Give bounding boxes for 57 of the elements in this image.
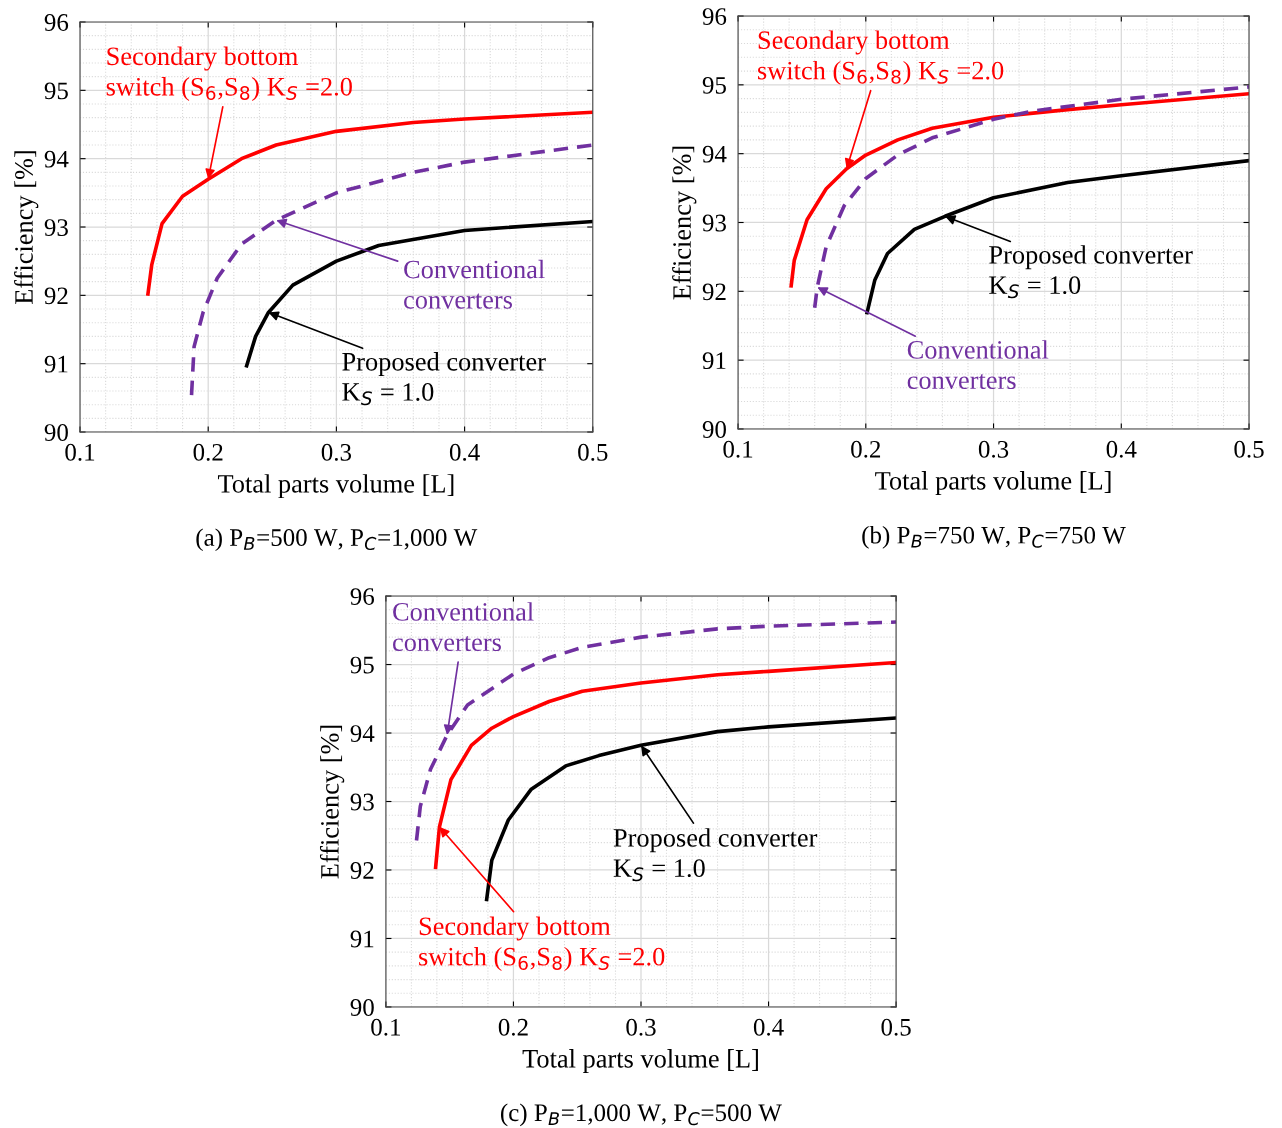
text: (a) P$_{B}$=500 W, P$_{C}$=1,000 W [196,528,478,552]
x-axis-title: Total parts volume [L] [875,471,1111,496]
y-tick-label: 94 [702,145,727,163]
y-tick-label: 91 [350,930,374,948]
x-tick-label: 0.3 [978,440,1009,458]
x-axis-title: Total parts volume [L] [217,474,454,499]
x-tick-label: 0.1 [371,1018,401,1036]
x-tick-label: 0.5 [578,443,608,461]
x-tick-label: 0.2 [498,1018,528,1036]
text: (b) P$_{B}$=750 W, P$_{C}$=750 W [862,526,1126,549]
y-tick-label: 91 [44,355,68,373]
x-tick-label: 0.3 [321,443,352,461]
line-series [812,85,1250,310]
line-series [484,716,897,902]
annotation: Secondary bottom switch (S$_{6}$,S$_{8}$) K$_{S}$ =2.0 [419,916,665,971]
x-tick-label: 0.4 [753,1018,784,1036]
annotation: Secondary bottom switch (S$_{6}$,S$_{8}$) K$_{S}$ =2.0 [106,46,352,101]
annotation: Conventional converters [393,602,534,652]
annotation: Proposed converter K$_{S}$ = 1.0 [989,245,1193,299]
y-tick-label: 92 [350,862,374,879]
y-tick-label: 93 [44,219,68,236]
y-tick-label: 95 [350,656,374,674]
x-axis-title: Total parts volume [L] [522,1049,758,1074]
x-tick-label: 0.2 [193,443,223,461]
x-tick-label: 0.4 [449,443,480,461]
y-axis-title: Efficiency [%] [672,146,697,300]
x-tick-label: 0.2 [851,440,881,458]
line-series [865,158,1250,315]
x-tick-label: 0.5 [1234,440,1264,458]
y-tick-label: 92 [44,287,68,305]
x-tick-label: 0.3 [626,1018,656,1036]
y-tick-label: 93 [350,793,374,811]
annotation: Conventional converters [404,259,545,309]
y-tick-label: 95 [44,82,68,100]
x-tick-label: 0.5 [881,1018,911,1036]
y-axis-title: Efficiency [%] [319,725,345,879]
y-tick-label: 92 [702,283,726,301]
y-tick-label: 93 [702,214,726,232]
x-tick-label: 0.1 [723,440,753,458]
annotation: Conventional converters [907,340,1049,390]
y-tick-label: 90 [702,421,726,438]
y-tick-label: 94 [350,725,375,742]
y-tick-label: 96 [350,588,375,605]
y-tick-label: 95 [702,76,726,94]
x-tick-label: 0.4 [1106,440,1137,458]
y-tick-label: 90 [350,999,374,1016]
annotation: Proposed converter K$_{S}$ = 1.0 [613,828,818,882]
x-tick-label: 0.1 [65,443,95,461]
y-tick-label: 94 [44,150,69,168]
annotation: Proposed converter K$_{S}$ = 1.0 [342,352,546,406]
y-tick-label: 96 [702,8,727,25]
y-tick-label: 90 [44,424,68,441]
annotation: Secondary bottom switch (S$_{6}$,S$_{8}$) K$_{S}$ =2.0 [758,30,1004,85]
y-axis-title: Efficiency [%] [14,151,39,305]
y-tick-label: 91 [702,352,726,370]
text: (c) P$_{B}$=1,000 W, P$_{C}$=500 W [500,1103,782,1127]
y-tick-label: 96 [44,14,69,31]
